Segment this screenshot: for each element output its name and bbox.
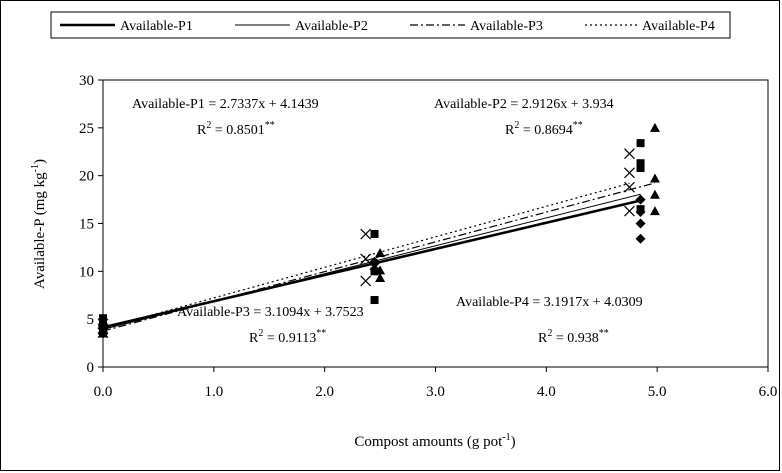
legend-label-p2: Available-P2 — [295, 19, 368, 34]
y-tick-label: 20 — [79, 169, 94, 185]
annotation-p1-r2-label: R — [197, 123, 207, 138]
marker-p2 — [636, 139, 645, 148]
annotation-p4-r2-value: 0.938 — [567, 331, 599, 346]
annotation-p1: Available-P1 = 2.7337x + 4.1439 R2 = 0.8… — [132, 97, 319, 138]
marker-p1 — [635, 218, 646, 229]
y-axis-title-text: Available-P (mg kg — [32, 172, 48, 289]
marker-p1 — [369, 256, 380, 267]
annotation-p2-r2-eq: = — [519, 123, 534, 138]
legend: Available-P1 Available-P2 Available-P3 A… — [50, 11, 731, 39]
marker-p4 — [97, 323, 109, 335]
annotation-p2-equation: Available-P2 = 2.9126x + 3.934 — [434, 97, 614, 112]
marker-p1 — [635, 194, 646, 205]
marker-p4 — [624, 205, 635, 217]
x-tick-label: 0.0 — [94, 384, 113, 400]
legend-label-p3: Available-P3 — [470, 19, 543, 34]
x-axis-title: Compost amounts (g pot-1) — [354, 432, 515, 450]
marker-p4 — [624, 148, 635, 160]
marker-p3 — [649, 173, 660, 183]
marker-p3 — [98, 317, 108, 327]
annotation-p4-r2-exp: 2 — [547, 328, 552, 339]
marker-p3 — [649, 189, 660, 199]
y-axis-title-end: ) — [32, 159, 48, 164]
marker-p4 — [360, 253, 372, 265]
x-tick-label: 5.0 — [648, 384, 667, 400]
marker-p4 — [624, 167, 635, 179]
annotation-p2-r2-exp: 2 — [514, 120, 519, 131]
marker-p3 — [375, 265, 386, 275]
annotation-p2: Available-P2 = 2.9126x + 3.934 R2 = 0.86… — [434, 97, 614, 138]
annotation-p4-r2-sig: ** — [599, 328, 609, 339]
annotation-p4-equation: Available-P4 = 3.1917x + 4.0309 — [456, 295, 643, 310]
y-tick-label: 5 — [87, 312, 95, 328]
x-axis-title-text: Compost amounts (g pot — [354, 434, 503, 450]
x-tick-label: 3.0 — [426, 384, 445, 400]
y-axis-title-sup: -1 — [30, 164, 41, 172]
data-markers — [97, 122, 660, 339]
y-tick-label: 30 — [79, 73, 94, 89]
x-axis-title-end: ) — [511, 434, 516, 450]
x-tick-label: 2.0 — [315, 384, 334, 400]
legend-label-p1: Available-P1 — [120, 19, 193, 34]
annotation-p2-r2-value: 0.8694 — [534, 123, 573, 138]
fit-line-p4 — [102, 182, 630, 330]
annotation-p3-r2-label: R — [249, 331, 259, 346]
marker-p2 — [636, 164, 645, 173]
y-tick-label: 15 — [79, 217, 94, 233]
marker-p2 — [636, 159, 645, 168]
x-axis-title-sup: -1 — [502, 432, 510, 443]
marker-p4 — [97, 318, 109, 330]
annotation-p3-r2-value: 0.9113 — [278, 331, 316, 346]
x-tick-label: 6.0 — [759, 384, 778, 400]
fit-line-p3 — [102, 182, 656, 332]
marker-p2 — [370, 267, 379, 276]
annotation-p1-r2: R2 = 0.8501** — [197, 120, 275, 138]
x-tick-label: 4.0 — [537, 384, 556, 400]
annotation-p3-r2: R2 = 0.9113** — [249, 328, 326, 346]
annotation-p3-equation: Available-P3 = 3.1094x + 3.7523 — [177, 305, 364, 320]
y-tick-label: 10 — [79, 264, 94, 280]
annotation-p3-r2-exp: 2 — [258, 328, 263, 339]
y-tick-label: 0 — [87, 360, 95, 376]
annotation-p1-r2-value: 0.8501 — [226, 123, 265, 138]
annotation-p3-r2-eq: = — [263, 331, 278, 346]
marker-p3 — [649, 206, 660, 216]
marker-p2 — [636, 205, 645, 214]
marker-p3 — [375, 248, 386, 258]
annotation-p2-r2-sig: ** — [573, 120, 583, 131]
legend-label-p4: Available-P4 — [642, 19, 715, 34]
marker-p4 — [97, 327, 109, 338]
annotation-p2-r2-label: R — [505, 123, 515, 138]
annotation-p1-r2-exp: 2 — [206, 120, 211, 131]
annotation-p4-r2-eq: = — [552, 331, 567, 346]
annotation-p3: Available-P3 = 3.1094x + 3.7523 R2 = 0.9… — [177, 305, 364, 346]
marker-p2 — [370, 296, 379, 305]
marker-p3 — [649, 122, 660, 132]
marker-p4 — [624, 181, 635, 193]
y-axis: 0 5 10 15 20 25 30 — [79, 73, 103, 376]
annotation-p4-r2-label: R — [538, 331, 548, 346]
marker-p3 — [375, 273, 386, 283]
annotation-p2-r2: R2 = 0.8694** — [505, 120, 583, 138]
annotation-p1-equation: Available-P1 = 2.7337x + 4.1439 — [132, 97, 319, 112]
x-axis: 0.0 1.0 2.0 3.0 4.0 5.0 6.0 — [94, 367, 778, 400]
annotation-p1-r2-sig: ** — [265, 120, 275, 131]
y-tick-label: 25 — [79, 121, 94, 137]
marker-p1 — [635, 233, 646, 244]
marker-p2 — [370, 230, 379, 239]
marker-p4 — [360, 275, 372, 287]
marker-p4 — [360, 228, 372, 240]
y-axis-title: Available-P (mg kg-1) — [30, 159, 48, 289]
annotation-p4: Available-P4 = 3.1917x + 4.0309 R2 = 0.9… — [456, 295, 643, 346]
annotation-p3-r2-sig: ** — [316, 328, 326, 339]
annotation-p4-r2: R2 = 0.938** — [538, 328, 609, 346]
x-tick-label: 1.0 — [204, 384, 223, 400]
annotation-p1-r2-eq: = — [211, 123, 226, 138]
